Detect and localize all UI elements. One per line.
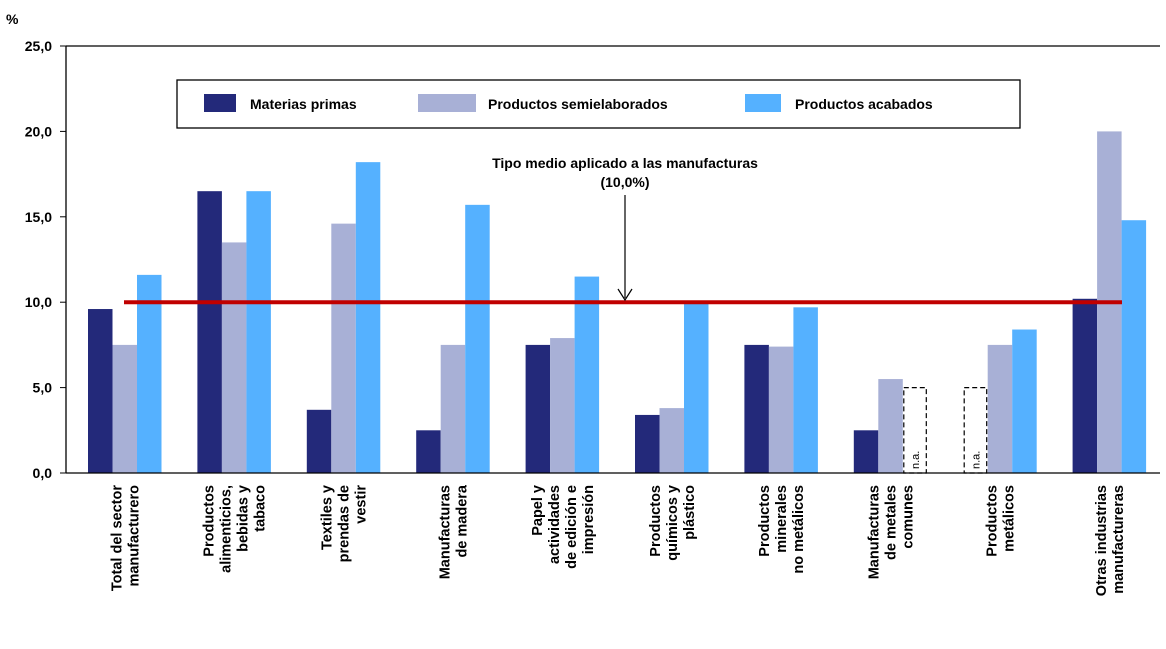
reference-annotation-line1: Tipo medio aplicado a las manufacturas [492,155,758,171]
category-label-line: comunes [901,485,917,549]
bar-materias-primas [744,344,769,473]
legend: Materias primas Productos semielaborados… [176,79,1021,129]
y-tick-label: 20,0 [25,123,52,139]
category-label-line: plástico [682,485,698,540]
category-label-line: Manufacturas [437,485,453,579]
bar-productos-acabados [465,204,490,473]
legend-label-productos-semielaborados: Productos semielaborados [488,96,668,112]
bar-materias-primas [853,430,879,473]
bars: n.a. n.a. [88,131,1147,474]
category-label-line: Productos [757,485,773,557]
y-tick-label: 25,0 [25,38,52,54]
category-label-line: manufactureras [1111,485,1127,594]
y-tick-label: 10,0 [25,294,52,310]
category-label-line: Otras industrias [1094,485,1110,596]
category-label-line: tabaco [253,485,269,532]
category-label-line: Total del sector [109,485,125,591]
bar-productos-acabados [137,274,162,473]
bar-productos-semielaborados [440,344,466,473]
bar-productos-semielaborados [987,344,1013,473]
category-label-line: impresión [581,485,597,554]
legend-label-materias-primas: Materias primas [250,96,357,112]
y-axis-unit-label: % [6,11,19,27]
category-label-line: no metálicos [791,485,807,574]
legend-swatch-materias-primas [204,94,236,112]
y-axis-ticks: 0,0 5,0 10,0 15,0 20,0 25,0 [25,38,66,481]
category-labels: Total del sector manufacturero Productos al… [109,484,1127,596]
bar-productos-semielaborados [878,379,903,473]
y-tick-label: 0,0 [33,465,53,481]
category-label-line: Manufacturas [867,485,883,579]
bar-materias-primas [416,430,441,473]
bar-materias-primas [525,344,551,473]
legend-swatch-productos-acabados [745,94,781,112]
reference-annotation-line2: (10,0%) [600,174,649,190]
bar-productos-semielaborados [331,223,356,473]
bar-materias-primas [88,309,113,473]
bar-materias-primas [197,191,222,473]
axes [65,45,1160,474]
bar-materias-primas [1072,298,1098,473]
legend-label-productos-acabados: Productos acabados [795,96,933,112]
category-label-line: alimenticios, [219,485,235,573]
category-label-line: Productos [648,485,664,557]
bar-productos-semielaborados [221,242,247,473]
category-label-line: metálicos [1001,485,1017,552]
reference-annotation: Tipo medio aplicado a las manufacturas (… [492,155,758,302]
category-label-line: de metales [884,485,900,560]
category-label-line: prendas de [337,485,353,562]
bar-not-available [963,387,988,474]
bar-productos-semielaborados [659,408,684,473]
bar-productos-semielaborados [550,338,575,473]
category-label-line: manufacturero [126,485,142,587]
category-label-line: Productos [984,485,1000,557]
category-label-line: vestir [354,485,370,524]
bar-productos-semielaborados [768,346,794,473]
category-label-line: Productos [202,485,218,557]
na-label: n.a. [970,451,982,469]
bar-productos-acabados [574,276,600,473]
category-label-line: Papel y [530,485,546,536]
category-label-line: de edición e [564,485,580,569]
category-label-line: minerales [774,485,790,553]
bar-productos-acabados [246,191,271,473]
bar-materias-primas [635,414,660,473]
legend-swatch-productos-semielaborados [418,94,476,112]
bar-materias-primas [306,409,332,473]
bar-productos-semielaborados [112,344,137,473]
category-label-line: bebidas y [236,485,252,552]
bar-productos-acabados [1012,329,1037,473]
bar-productos-acabados [684,302,709,473]
category-label-line: actividades [547,485,563,564]
bar-productos-acabados [793,307,818,473]
na-label: n.a. [910,451,922,469]
bar-productos-acabados [1121,220,1147,473]
y-tick-label: 15,0 [25,209,52,225]
category-label-line: químicos y [665,485,681,561]
bar-not-available [903,387,927,474]
category-label-line: Textiles y [320,485,336,550]
category-label-line: de madera [454,484,470,557]
legend-box [176,79,1021,129]
bar-productos-acabados [355,162,381,474]
y-tick-label: 5,0 [33,380,53,396]
annotation-arrowhead [617,288,633,302]
